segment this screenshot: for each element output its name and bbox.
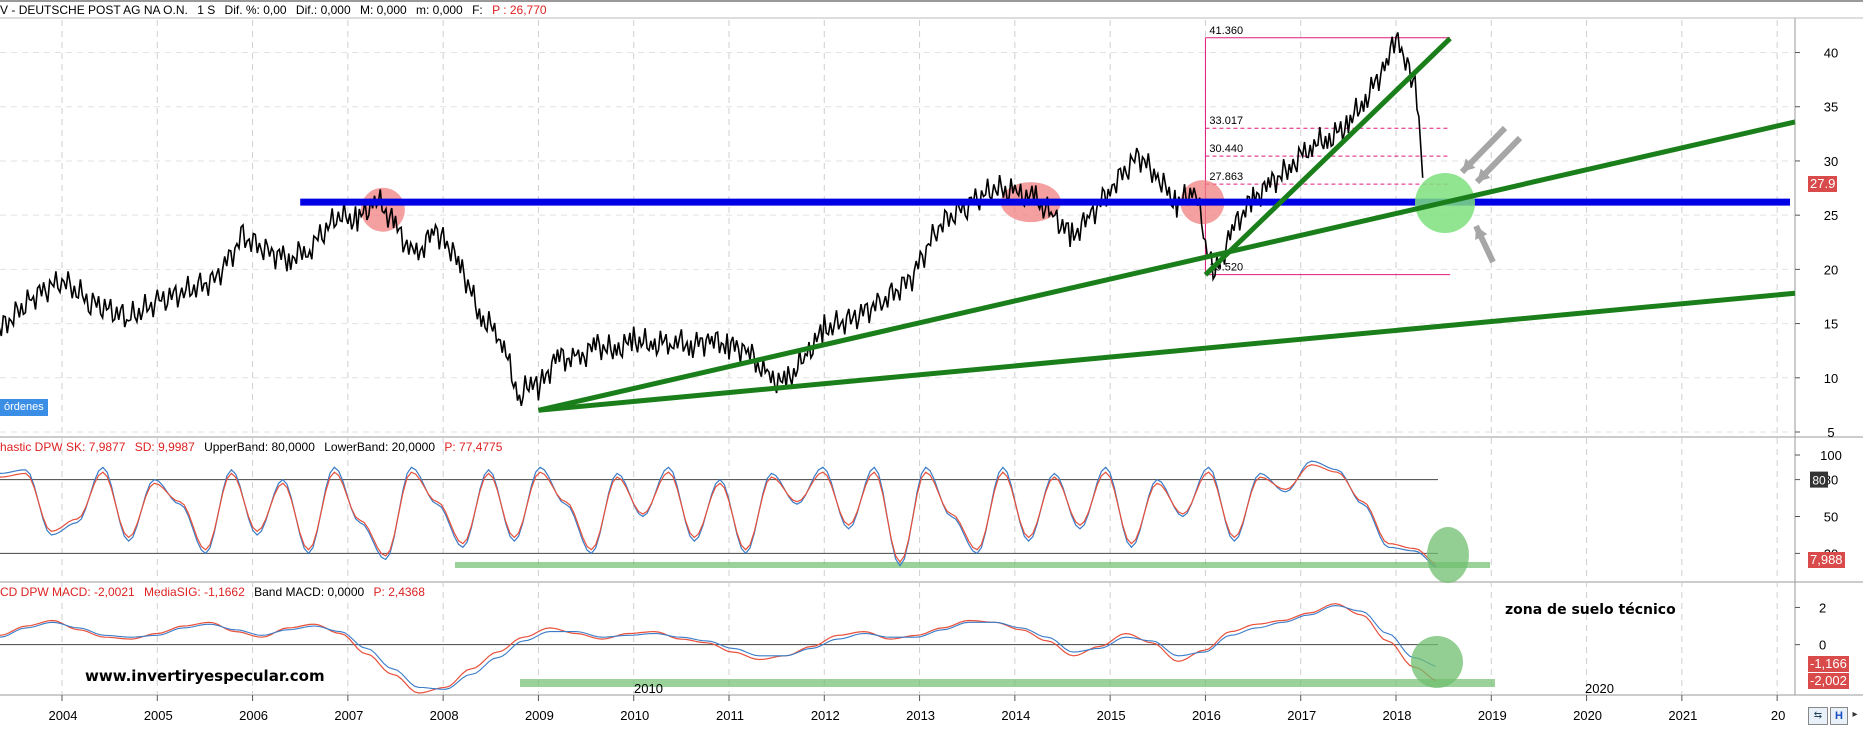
- fib-level-label: 41.360: [1209, 25, 1243, 37]
- year-label: 2004: [49, 708, 78, 723]
- macd-header: CD DPW MACD: -2,0021 MediaSIG: -1,1662 B…: [0, 584, 425, 600]
- year-label: 2007: [334, 708, 363, 723]
- year-label: 2010: [620, 708, 649, 723]
- macd-axis-label: 2: [1819, 600, 1826, 615]
- stoch-name: hastic DPW SK: 7,9877: [0, 440, 126, 454]
- header-prefix: V: [0, 3, 9, 17]
- scroll-right-icon[interactable]: ▸: [1852, 709, 1858, 720]
- year-label: 2019: [1478, 708, 1507, 723]
- pointer-arrow-head: [1462, 158, 1476, 172]
- stoch-axis-label: 100: [1820, 448, 1842, 463]
- price-axis-label: 30: [1824, 154, 1838, 169]
- macd-oversold-highlight: [1411, 636, 1463, 688]
- macd-value-tag: -2,002: [1808, 673, 1849, 689]
- zoom-icon[interactable]: ⇆: [1808, 707, 1828, 725]
- year-label: 2009: [525, 708, 554, 723]
- stoch-sd: SD: 9,9987: [134, 440, 195, 454]
- watermark-text: www.invertiryespecular.com: [85, 667, 325, 685]
- year-label: 2020: [1573, 708, 1602, 723]
- dif-pct: Dif. %: 0,00: [224, 3, 287, 17]
- price-last-tag: 27.9: [1808, 176, 1838, 192]
- annotation-text: zona de suelo técnico: [1505, 602, 1676, 618]
- year-label: 2017: [1287, 708, 1316, 723]
- year-label: 2008: [430, 708, 459, 723]
- price-axis-label: 5: [1827, 425, 1834, 440]
- stoch-oversold-highlight: [1427, 527, 1469, 583]
- price-axis-label: 35: [1824, 100, 1838, 115]
- stochastic-header: hastic DPW SK: 7,9877 SD: 9,9987 UpperBa…: [0, 439, 502, 455]
- orders-button[interactable]: órdenes: [0, 399, 48, 416]
- price-axis-label: 10: [1824, 371, 1838, 386]
- trend-line: [537, 119, 1796, 413]
- trend-line: [1203, 36, 1452, 277]
- macd-axis-label: 0: [1819, 638, 1826, 653]
- year-label: 2021: [1668, 708, 1697, 723]
- resistance-highlight: [360, 187, 405, 232]
- fib-level-label: 30.440: [1209, 143, 1243, 155]
- year-label: 2006: [239, 708, 268, 723]
- macd-inner-year-label: 2020: [1585, 681, 1614, 696]
- main-chart-header: V - DEUTSCHE POST AG NA O.N. 1 S Dif. %:…: [0, 3, 547, 17]
- macd-signal-tag: -1,166: [1808, 656, 1849, 672]
- pointer-arrow-head: [1475, 226, 1488, 240]
- year-label: 2015: [1097, 708, 1126, 723]
- dif: Dif.: 0,000: [295, 3, 351, 17]
- macd-band: Band MACD: 0,0000: [254, 585, 365, 599]
- year-label: 2012: [811, 708, 840, 723]
- stoch-p: P: 77,4775: [444, 440, 503, 454]
- instrument-name: DEUTSCHE POST AG NA O.N.: [18, 3, 188, 17]
- f-label: F:: [472, 3, 483, 17]
- price-axis-label: 25: [1824, 208, 1838, 223]
- macd-sig: MediaSIG: -1,1662: [144, 585, 245, 599]
- year-label: 2005: [144, 708, 173, 723]
- period: 1 S: [197, 3, 216, 17]
- macd-name: CD DPW MACD: -2,0021: [0, 585, 135, 599]
- year-label: 2013: [906, 708, 935, 723]
- stoch-last-tag: 7,988: [1808, 552, 1845, 568]
- stoch-axis-label: 50: [1824, 510, 1838, 525]
- price-axis-label: 20: [1824, 262, 1838, 277]
- price-series-line: [0, 32, 1424, 407]
- year-label: 2018: [1383, 708, 1412, 723]
- trend-line: [538, 290, 1796, 413]
- year-label: 2014: [1001, 708, 1030, 723]
- year-label: 2016: [1192, 708, 1221, 723]
- stoch-upper: UpperBand: 80,0000: [204, 440, 315, 454]
- macd-signal-line: [0, 605, 1436, 690]
- pointer-arrow-head: [1477, 168, 1491, 182]
- stoch-upper-tag-bg: [1810, 471, 1828, 488]
- h-icon[interactable]: H: [1830, 707, 1848, 725]
- fib-level-label: 27.863: [1209, 171, 1243, 183]
- year-label: 2011: [716, 708, 744, 723]
- fib-level-label: 33.017: [1209, 115, 1243, 127]
- stoch-d-line: [0, 464, 1437, 565]
- price-axis-label: 40: [1824, 46, 1838, 61]
- stoch-upper-tag: 80: [1812, 474, 1826, 488]
- macd-p: P: 2,4368: [373, 585, 425, 599]
- window-top-border: [0, 0, 1863, 2]
- max: M: 0,000: [359, 3, 407, 17]
- macd-inner-year-label: 2010: [634, 681, 663, 696]
- min: m: 0,000: [416, 3, 463, 17]
- stoch-lower: LowerBand: 20,0000: [324, 440, 435, 454]
- price-axis-label: 15: [1824, 317, 1838, 332]
- last-price: P : 26,770: [492, 3, 547, 17]
- year-label: 20: [1771, 708, 1785, 723]
- stoch-k-line: [0, 460, 1437, 568]
